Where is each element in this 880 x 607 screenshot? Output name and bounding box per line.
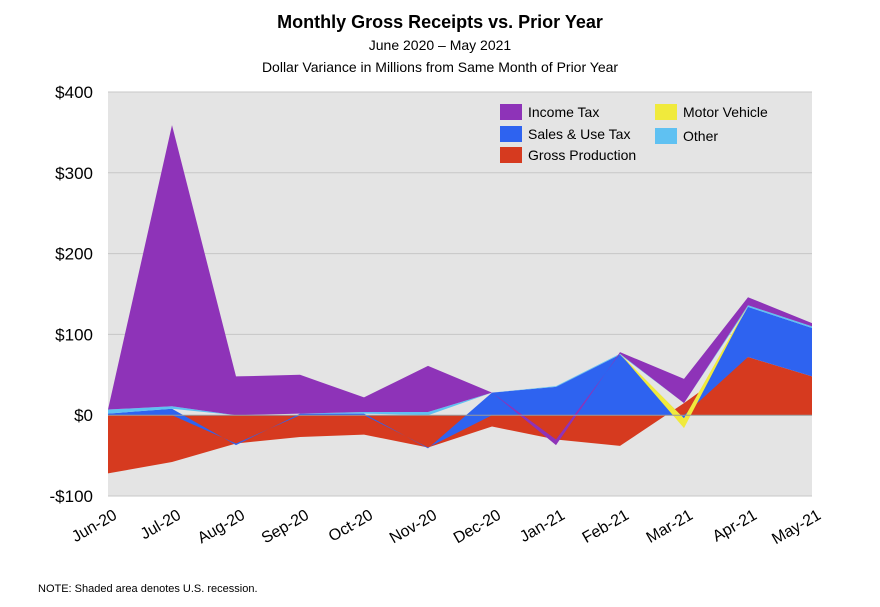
x-axis-ticks: Jun-20 Jul-20 Aug-20 Sep-20 Oct-20 Nov-20 Dec-… bbox=[69, 507, 824, 548]
y-tick-label: $100 bbox=[55, 325, 93, 344]
legend-label-income-tax: Income Tax bbox=[528, 104, 599, 120]
legend-swatch-sales-use-tax bbox=[500, 126, 522, 142]
legend-swatch-other bbox=[655, 128, 677, 144]
y-tick-label: $200 bbox=[55, 245, 93, 264]
area-motor-vehicle bbox=[108, 305, 812, 429]
y-tick-label: $400 bbox=[55, 83, 93, 102]
chart-subtitle-line-1: June 2020 – May 2021 bbox=[369, 37, 512, 53]
chart-subtitle-line-2: Dollar Variance in Millions from Same Mo… bbox=[262, 59, 618, 75]
y-tick-label: $0 bbox=[74, 406, 93, 425]
gridlines bbox=[108, 91, 812, 497]
chart-note: NOTE: Shaded area denotes U.S. recession… bbox=[38, 583, 258, 595]
y-tick-label: -$100 bbox=[50, 487, 93, 506]
area-sales-use-tax bbox=[108, 306, 812, 449]
legend-label-motor-vehicle: Motor Vehicle bbox=[683, 104, 768, 120]
legend-label-sales-use-tax: Sales & Use Tax bbox=[528, 126, 630, 142]
x-tick-label: Apr-21 bbox=[710, 507, 760, 546]
y-axis-ticks: -$100 $0 $100 $200 $300 $400 bbox=[50, 83, 93, 506]
x-tick-label: Sep-20 bbox=[259, 507, 312, 548]
x-tick-label: Feb-21 bbox=[580, 507, 632, 547]
y-tick-label: $300 bbox=[55, 164, 93, 183]
x-tick-label: Mar-21 bbox=[644, 507, 696, 547]
x-tick-label: Oct-20 bbox=[326, 507, 376, 546]
legend-label-gross-production: Gross Production bbox=[528, 147, 636, 163]
x-tick-label: Jan-21 bbox=[517, 507, 568, 546]
x-tick-label: Dec-20 bbox=[451, 507, 504, 548]
x-tick-label: May-21 bbox=[769, 507, 824, 548]
legend-swatch-income-tax bbox=[500, 104, 522, 120]
x-tick-label: Jun-20 bbox=[69, 507, 120, 546]
area-income-tax bbox=[108, 125, 812, 446]
legend-swatch-gross-production bbox=[500, 147, 522, 163]
x-tick-label: Nov-20 bbox=[387, 507, 440, 548]
x-tick-label: Jul-20 bbox=[138, 507, 184, 544]
x-tick-label: Aug-20 bbox=[195, 507, 248, 548]
area-other bbox=[108, 305, 812, 416]
legend-swatch-motor-vehicle bbox=[655, 104, 677, 120]
legend: Income Tax Motor Vehicle Sales & Use Tax Ot… bbox=[500, 104, 768, 163]
legend-label-other: Other bbox=[683, 128, 718, 144]
chart-title: Monthly Gross Receipts vs. Prior Year bbox=[277, 12, 603, 32]
